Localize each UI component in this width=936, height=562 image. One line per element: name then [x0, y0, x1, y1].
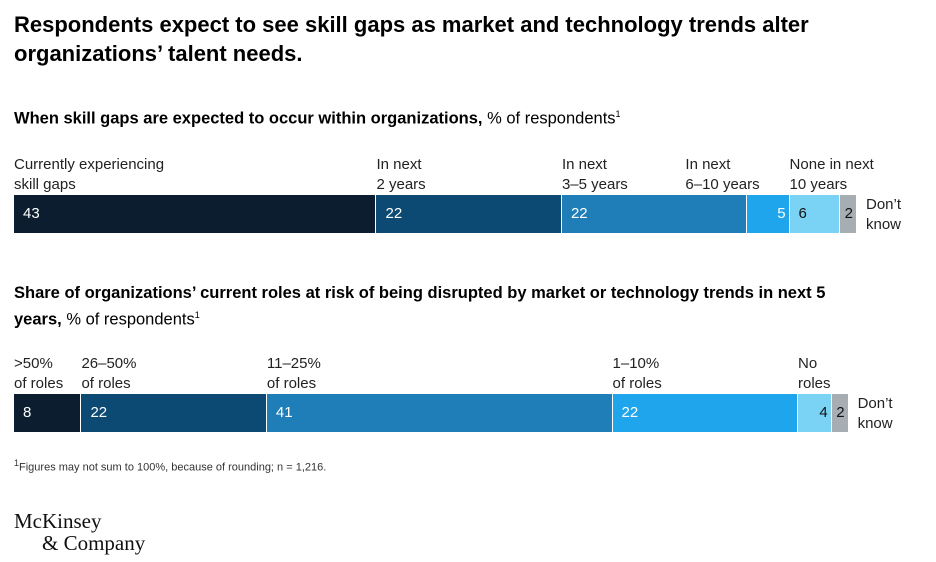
value-label: 4	[819, 404, 828, 421]
value-label: 22	[621, 404, 639, 421]
category-label: None in next 10 years	[789, 156, 874, 193]
brand: & Company	[42, 531, 146, 555]
chart-unit: % of respondents	[66, 310, 195, 329]
bar-segment: 2	[840, 195, 857, 233]
value-label: 22	[90, 404, 108, 421]
bar-segment: 6	[789, 195, 841, 233]
category-label: Don’t know	[857, 395, 893, 432]
category-label: No roles	[797, 355, 831, 392]
footnote: 1Figures may not sum to 100%, because of…	[14, 458, 326, 474]
category-label: In next 3–5 years	[561, 156, 628, 193]
chart-title: Share of organizations’ current roles at…	[14, 282, 844, 331]
chart-title-text: When skill gaps are expected to occur wi…	[14, 109, 483, 128]
category-label: 11–25% of roles	[266, 355, 321, 392]
page-title: Respondents expect to see skill gaps as …	[14, 12, 809, 66]
bar-segment: 22	[81, 394, 267, 432]
value-label: 2	[844, 205, 853, 222]
category-label: In next 2 years	[376, 156, 426, 193]
chart-title: When skill gaps are expected to occur wi…	[14, 103, 844, 130]
bar-segment: 41	[266, 394, 613, 432]
category-label: >50% of roles	[14, 355, 64, 392]
footnote-mark: 1	[615, 109, 621, 119]
value-label: 22	[385, 205, 403, 222]
bar-segment: 5	[747, 195, 790, 233]
value-label: 22	[570, 205, 588, 222]
bar-segment: 4	[797, 394, 832, 432]
bar-segment: 43	[14, 195, 377, 233]
value-label: 8	[23, 404, 32, 421]
bar-segment: 22	[376, 195, 562, 233]
value-label: 2	[836, 404, 845, 421]
value-label: 43	[23, 205, 40, 222]
footnote-text: Figures may not sum to 100%, because of …	[19, 461, 327, 474]
value-label: 5	[777, 205, 786, 222]
category-label: 1–10% of roles	[612, 355, 662, 392]
bar-segment: 8	[14, 394, 82, 432]
category-label: Don’t know	[866, 196, 902, 233]
footnote-mark: 1	[194, 310, 200, 320]
category-label: Currently experiencing skill gaps	[14, 156, 165, 193]
value-label: 6	[798, 205, 807, 222]
chart-title-text: Share of organizations’ current roles at…	[14, 284, 826, 329]
footnote-mark: 1	[14, 458, 20, 468]
bar-segment: 22	[561, 195, 748, 233]
category-label: In next 6–10 years	[685, 156, 760, 193]
bar-segment: 2	[831, 394, 849, 432]
value-label: 41	[275, 404, 293, 421]
bar-segment: 22	[612, 394, 798, 432]
brand: McKinsey	[14, 509, 102, 533]
category-label: 26–50% of roles	[81, 355, 137, 392]
chart-unit: % of respondents	[487, 109, 616, 128]
